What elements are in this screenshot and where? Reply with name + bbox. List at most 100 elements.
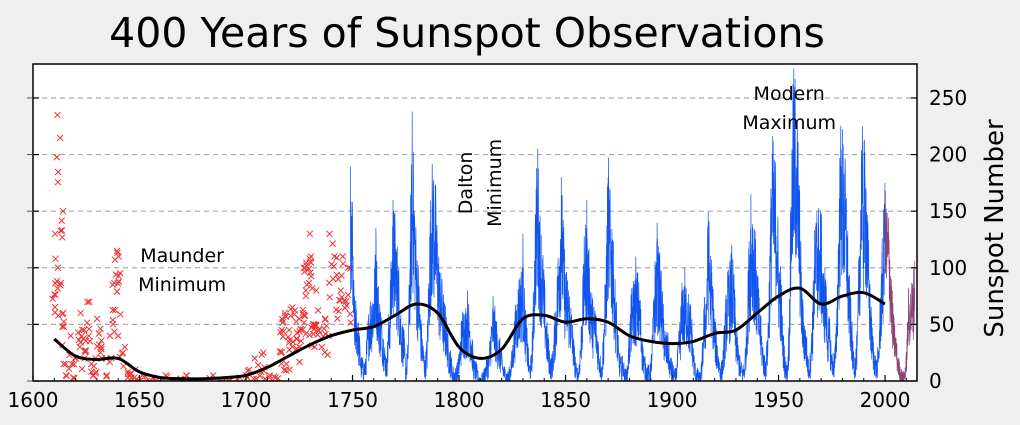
early-observation-x [308, 284, 316, 292]
early-observation-x [293, 335, 301, 343]
early-observation-x [81, 348, 89, 356]
early-observation-x [312, 287, 320, 294]
x-tick-label-1750: 1750 [327, 388, 378, 412]
early-observation-marker [296, 309, 307, 345]
early-observation-x [281, 309, 289, 317]
early-observation-x [115, 253, 122, 260]
early-observation-marker [343, 264, 355, 326]
early-observation-x [85, 332, 93, 340]
annotation-line: Minimum [484, 139, 506, 227]
early-observation-marker [244, 366, 253, 374]
early-observation-x [276, 348, 284, 355]
early-observation-x [324, 351, 331, 359]
early-observation-x [282, 367, 290, 374]
early-observation-x [59, 310, 66, 318]
early-observation-x [225, 377, 232, 381]
early-observation-x [58, 323, 66, 331]
early-observation-x [85, 325, 93, 333]
early-observation-x [302, 330, 309, 338]
early-observation-x [297, 325, 304, 333]
early-observation-x [286, 336, 294, 344]
early-observation-x [53, 277, 61, 285]
early-observation-marker [65, 360, 76, 373]
early-observation-x [297, 337, 305, 345]
early-observation-marker [319, 315, 330, 340]
early-observation-x [251, 355, 259, 362]
early-observation-x [62, 360, 70, 368]
early-observation-x [321, 316, 329, 323]
early-observation-x [78, 365, 86, 373]
y-tick-label-50: 50 [929, 312, 954, 336]
early-observation-x [272, 374, 279, 381]
annotation-line: Dalton [455, 152, 477, 215]
early-observation-x [97, 325, 104, 333]
early-observation-x [121, 343, 129, 351]
early-observation-x [97, 343, 105, 351]
early-observation-marker [284, 326, 296, 354]
early-observation-x [106, 358, 114, 366]
early-observation-x [278, 348, 286, 356]
early-observation-x [87, 368, 95, 376]
early-observation-marker [225, 377, 234, 381]
early-observation-x [54, 264, 62, 272]
early-observation-x [57, 281, 64, 289]
early-observation-x [81, 347, 89, 354]
early-observation-x [59, 207, 67, 215]
early-observation-x [312, 322, 320, 330]
early-observation-marker [53, 111, 65, 235]
early-observation-x [60, 323, 68, 330]
smoothed-average-line [53, 286, 886, 381]
early-observation-x [111, 306, 119, 314]
annotation-line: Minimum [138, 274, 226, 296]
early-observation-x [120, 362, 127, 370]
early-observation-x [280, 366, 288, 374]
early-observation-marker [334, 275, 346, 315]
early-observation-x [254, 361, 262, 369]
early-observation-x [54, 168, 62, 176]
early-observation-x [83, 319, 91, 327]
early-observation-x [333, 254, 341, 262]
early-observation-x [306, 255, 313, 262]
early-observation-x [279, 333, 287, 341]
early-observation-x [82, 347, 90, 354]
early-observation-x [300, 311, 308, 319]
early-observation-x [285, 326, 293, 334]
early-observation-x [347, 319, 355, 326]
x-tick-label-1650: 1650 [114, 388, 165, 412]
early-observation-x [226, 377, 234, 381]
early-observation-x [300, 319, 308, 327]
annotation-0: Maunder Minimum [138, 245, 226, 296]
early-observation-x [323, 322, 330, 330]
early-observation-marker [110, 247, 121, 295]
x-tick-label-1700: 1700 [221, 388, 272, 412]
early-observation-x [343, 302, 350, 309]
early-observation-x [311, 321, 319, 329]
early-observation-x [307, 259, 315, 267]
early-observation-x [98, 345, 105, 353]
early-observation-x [307, 269, 314, 276]
early-observation-x [54, 312, 62, 319]
early-observation-marker [74, 309, 86, 346]
early-observation-x [338, 272, 345, 280]
early-observation-x [244, 367, 252, 374]
early-observation-x [51, 230, 59, 238]
early-observation-x [326, 293, 334, 301]
y-tick-label-200: 200 [929, 143, 967, 167]
early-observation-x [117, 311, 124, 318]
early-observation-x [68, 360, 76, 368]
early-observation-x [86, 298, 93, 306]
early-observation-x [114, 280, 122, 287]
early-observation-x [302, 287, 310, 294]
early-observation-marker [58, 309, 68, 349]
early-observation-x [80, 334, 88, 342]
annotation-line: Modern [754, 83, 825, 105]
early-observation-x [283, 360, 290, 368]
y-tick-label-150: 150 [929, 199, 967, 223]
early-observation-x [60, 318, 68, 326]
early-observation-x [92, 368, 100, 376]
early-observation-x [95, 330, 103, 337]
early-observation-x [67, 332, 75, 340]
early-observation-x [116, 269, 124, 277]
early-observation-x [143, 377, 151, 381]
